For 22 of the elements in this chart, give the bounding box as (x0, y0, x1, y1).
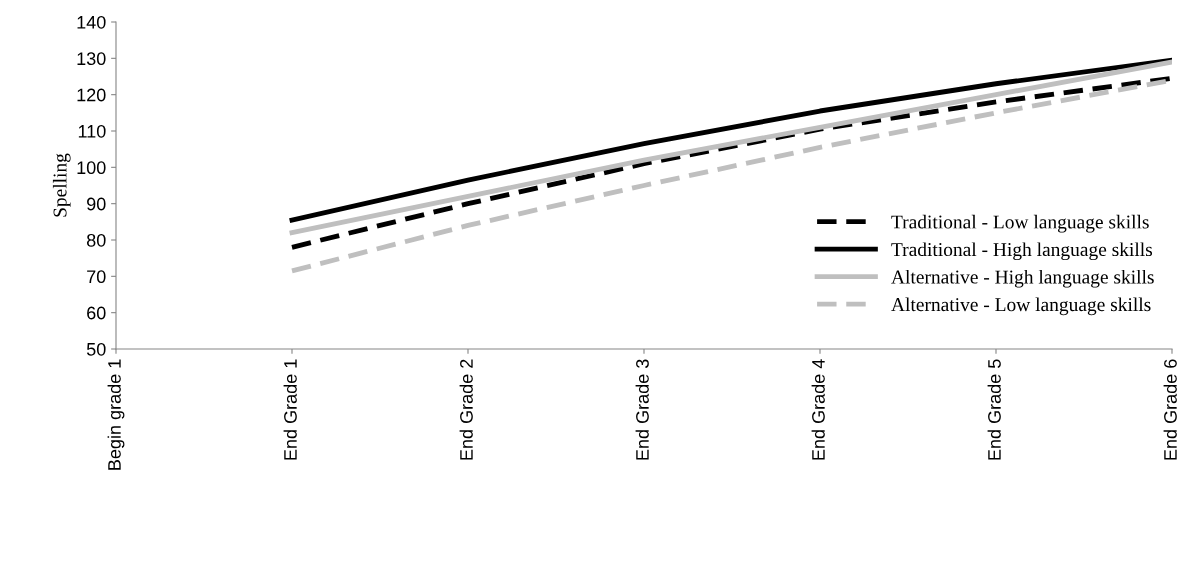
y-axis-title: Spelling (52, 153, 71, 217)
y-tick-label: 50 (86, 342, 106, 356)
legend-label: Traditional - Low language skills (891, 214, 1149, 233)
legend-label: Alternative - High language skills (891, 269, 1154, 288)
y-tick-label: 120 (77, 88, 106, 102)
y-tick-label: 140 (77, 15, 106, 29)
y-tick-label: 100 (77, 161, 106, 175)
y-tick-label: 60 (87, 306, 106, 320)
x-tick-label: End Grade 5 (987, 359, 1001, 460)
y-tick-label: 70 (87, 270, 106, 284)
y-tick-label: 80 (86, 233, 106, 247)
legend-label: Traditional - High language skills (891, 242, 1153, 261)
x-tick-label: End Grade 2 (459, 359, 473, 460)
x-tick-label: End Grade 6 (1163, 359, 1177, 460)
y-tick-label: 90 (87, 197, 106, 211)
y-tick-label: 110 (78, 124, 106, 138)
x-tick-label: End Grade 4 (811, 359, 825, 460)
x-tick-label: Begin grade 1 (107, 359, 125, 470)
y-tick-label: 130 (77, 52, 106, 66)
x-tick-label: End Grade 3 (635, 359, 649, 460)
x-tick-label: End Grade 1 (283, 359, 297, 460)
legend-label: Alternative - Low language skills (891, 297, 1151, 316)
